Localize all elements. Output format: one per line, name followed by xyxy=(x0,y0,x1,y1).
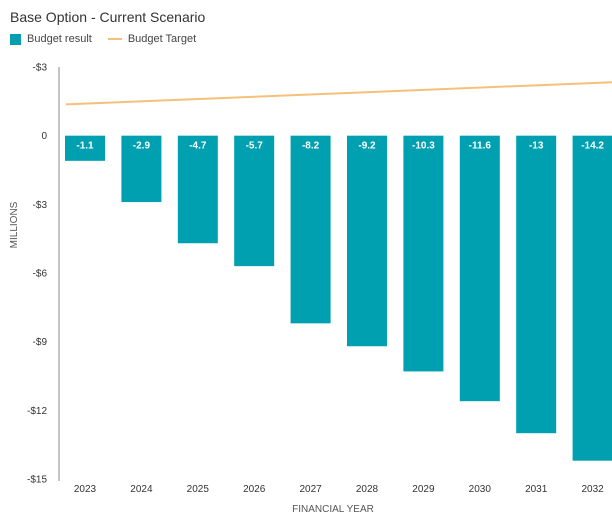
x-tick-label: 2027 xyxy=(299,484,322,495)
y-tick-label: -$9 xyxy=(33,337,48,348)
x-tick-label: 2025 xyxy=(187,484,210,495)
bar-data-label: -14.2 xyxy=(581,141,604,152)
bar-series xyxy=(65,135,612,461)
legend-item-budget-result: Budget result xyxy=(10,33,92,45)
x-tick-label: 2031 xyxy=(525,484,548,495)
legend-swatch-bar xyxy=(10,33,21,45)
bar-2024 xyxy=(121,135,162,203)
bar-data-label: -10.3 xyxy=(412,141,435,152)
bar-data-label: -4.7 xyxy=(189,141,207,152)
bar-data-label: -1.1 xyxy=(76,141,94,152)
legend-item-budget-target: Budget Target xyxy=(107,33,197,45)
y-tick-label: 0 xyxy=(41,131,47,142)
y-tick-label: -$3 xyxy=(33,63,48,74)
budget-target-line xyxy=(65,81,612,106)
bar-data-label: -11.6 xyxy=(469,141,492,152)
bar-2027 xyxy=(290,135,331,324)
y-axis-ticks: -$3 0 -$3 -$6 -$9 -$12 -$15 xyxy=(27,63,47,486)
legend: Budget result Budget Target xyxy=(10,33,212,45)
bar-data-label: -8.2 xyxy=(302,141,320,152)
x-tick-label: 2024 xyxy=(130,484,153,495)
legend-swatch-line xyxy=(107,38,122,40)
y-tick-label: -$3 xyxy=(33,200,48,211)
bar-data-label: -2.9 xyxy=(133,141,151,152)
legend-label-budget-target: Budget Target xyxy=(127,33,197,45)
target-line-series xyxy=(65,81,612,106)
y-axis-title: MILLIONS xyxy=(9,201,20,248)
bar-data-label: -5.7 xyxy=(246,141,264,152)
bar-2025 xyxy=(177,135,218,244)
bar-2029 xyxy=(403,135,444,372)
bar-2023 xyxy=(65,135,105,161)
x-axis-ticks: 2023 2024 2025 2026 2027 2028 2029 2030 2031 2032 xyxy=(74,484,604,495)
x-tick-label: 2028 xyxy=(356,484,379,495)
y-tick-label: -$15 xyxy=(27,475,47,486)
bar-2030 xyxy=(459,135,500,402)
y-tick-label: -$6 xyxy=(33,269,48,280)
x-tick-label: 2032 xyxy=(581,484,604,495)
bar-data-labels: -1.1 -2.9 -4.7 -5.7 -8.2 -9.2 -10.3 -11.6 -13 -14… xyxy=(76,141,604,152)
x-tick-label: 2030 xyxy=(469,484,492,495)
x-tick-label: 2029 xyxy=(412,484,435,495)
x-tick-label: 2026 xyxy=(243,484,266,495)
bar-2032 xyxy=(572,135,612,461)
y-tick-label: -$12 xyxy=(27,406,47,417)
bar-data-label: -13 xyxy=(529,141,544,152)
x-tick-label: 2023 xyxy=(74,484,97,495)
bar-2031 xyxy=(516,135,557,434)
legend-label-budget-result: Budget result xyxy=(27,33,92,45)
bar-2026 xyxy=(234,135,275,267)
x-axis-title: FINANCIAL YEAR xyxy=(292,504,374,515)
chart-title: Base Option - Current Scenario xyxy=(10,9,206,25)
bar-2028 xyxy=(347,135,387,347)
bar-data-label: -9.2 xyxy=(358,141,376,152)
